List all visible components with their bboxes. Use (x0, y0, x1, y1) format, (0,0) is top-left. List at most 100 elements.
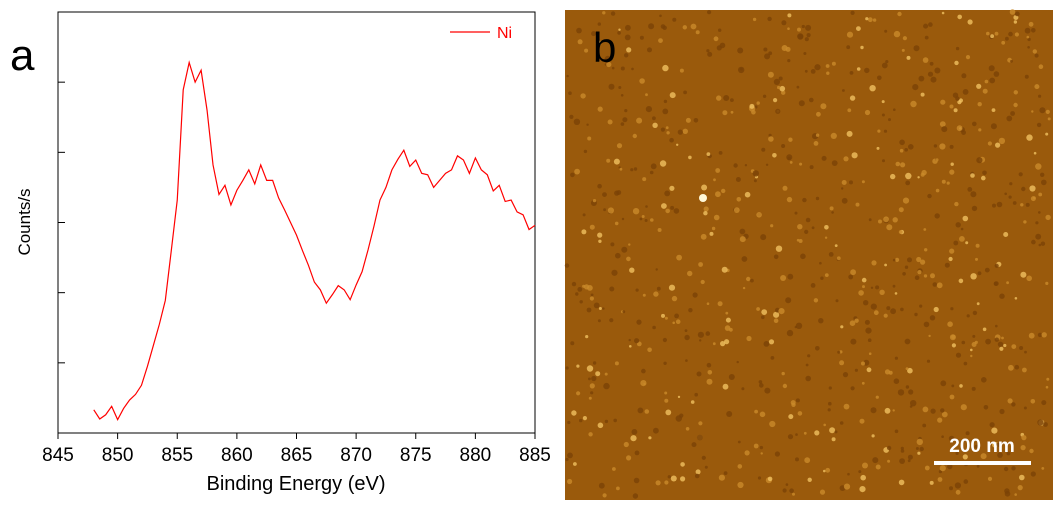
afm-grain (899, 458, 905, 464)
afm-grain (966, 314, 970, 318)
afm-grain (878, 219, 882, 224)
afm-grain (632, 208, 640, 215)
afm-grain (976, 464, 980, 468)
afm-grain (756, 307, 760, 311)
afm-grain (662, 64, 669, 72)
afm-grain (757, 476, 762, 480)
afm-grain (753, 179, 757, 183)
afm-grain (752, 17, 757, 22)
afm-grain (835, 299, 839, 303)
afm-grain (736, 360, 739, 364)
afm-grain (886, 224, 893, 231)
afm-grain (850, 269, 856, 276)
afm-grain (805, 375, 811, 382)
afm-grain (971, 342, 977, 347)
afm-grain (767, 476, 773, 482)
afm-grain (860, 45, 864, 50)
afm-grain (588, 396, 592, 400)
afm-grain (622, 117, 628, 123)
afm-grain (875, 285, 880, 290)
afm-grain (604, 372, 608, 376)
afm-grain (662, 25, 667, 30)
afm-grain (737, 464, 743, 469)
afm-grain (870, 286, 874, 289)
afm-grain (673, 208, 680, 214)
afm-grain (709, 231, 714, 236)
scale-bar-label: 200 nm (949, 436, 1014, 457)
afm-grain (933, 306, 939, 313)
afm-grain (715, 191, 721, 198)
afm-grain (706, 378, 713, 385)
afm-grain (571, 410, 577, 416)
afm-grain (1047, 117, 1051, 121)
afm-grain (883, 129, 888, 133)
afm-grain (652, 116, 656, 121)
afm-grain (664, 316, 668, 320)
afm-grain (990, 34, 994, 39)
afm-grain (995, 324, 998, 328)
afm-grain (816, 111, 821, 117)
afm-grain (927, 71, 934, 77)
afm-grain (1041, 400, 1047, 406)
afm-grain (951, 384, 955, 388)
afm-grain (1030, 399, 1036, 404)
afm-grain (786, 329, 794, 337)
afm-grain (706, 152, 711, 157)
afm-grain (760, 234, 767, 241)
afm-grain (787, 59, 791, 63)
afm-grain (884, 263, 887, 267)
afm-grain (813, 298, 819, 303)
x-tick-label: 865 (281, 445, 313, 466)
afm-grain (861, 381, 865, 385)
afm-grain (1038, 192, 1043, 197)
afm-grain (842, 372, 849, 378)
afm-grain (664, 398, 669, 403)
afm-grain (603, 208, 606, 212)
afm-grain (598, 307, 602, 310)
afm-grain (785, 483, 789, 486)
afm-grain (685, 359, 688, 362)
afm-grain (775, 108, 781, 114)
afm-grain (856, 67, 861, 71)
afm-grain (649, 170, 654, 175)
afm-grain (744, 191, 751, 198)
afm-grain (850, 338, 857, 345)
afm-grain (935, 188, 940, 193)
afm-grain (892, 409, 895, 412)
afm-grain (992, 441, 999, 448)
afm-grain (947, 321, 953, 328)
afm-grain (620, 122, 625, 126)
afm-grain (908, 389, 914, 395)
afm-grain (1023, 406, 1027, 410)
afm-grain (976, 302, 980, 306)
afm-grain (999, 293, 1005, 299)
afm-grain (609, 318, 614, 323)
afm-grain (861, 361, 865, 366)
afm-grain (795, 322, 803, 329)
afm-grain (955, 451, 959, 455)
afm-grain (616, 143, 623, 149)
afm-grain (848, 274, 854, 280)
afm-grain (787, 434, 794, 440)
afm-grain (773, 311, 780, 318)
afm-grain (1017, 485, 1023, 491)
afm-grain (787, 273, 794, 280)
afm-grain (1029, 185, 1036, 192)
afm-grain (576, 364, 580, 368)
afm-grain (982, 170, 987, 176)
afm-grain (1019, 346, 1024, 350)
afm-image (565, 10, 1053, 500)
afm-grain (1014, 364, 1020, 370)
afm-grain (997, 341, 1004, 347)
afm-grain (871, 260, 877, 266)
afm-grain (696, 434, 703, 441)
afm-grain (915, 447, 919, 450)
afm-grain (944, 262, 950, 268)
x-tick-label: 880 (460, 445, 492, 466)
afm-grain (613, 158, 620, 165)
afm-grain (1031, 28, 1036, 33)
afm-grain (946, 181, 950, 185)
afm-grain (760, 452, 763, 455)
afm-grain (1003, 232, 1009, 237)
afm-grain (1035, 233, 1042, 240)
